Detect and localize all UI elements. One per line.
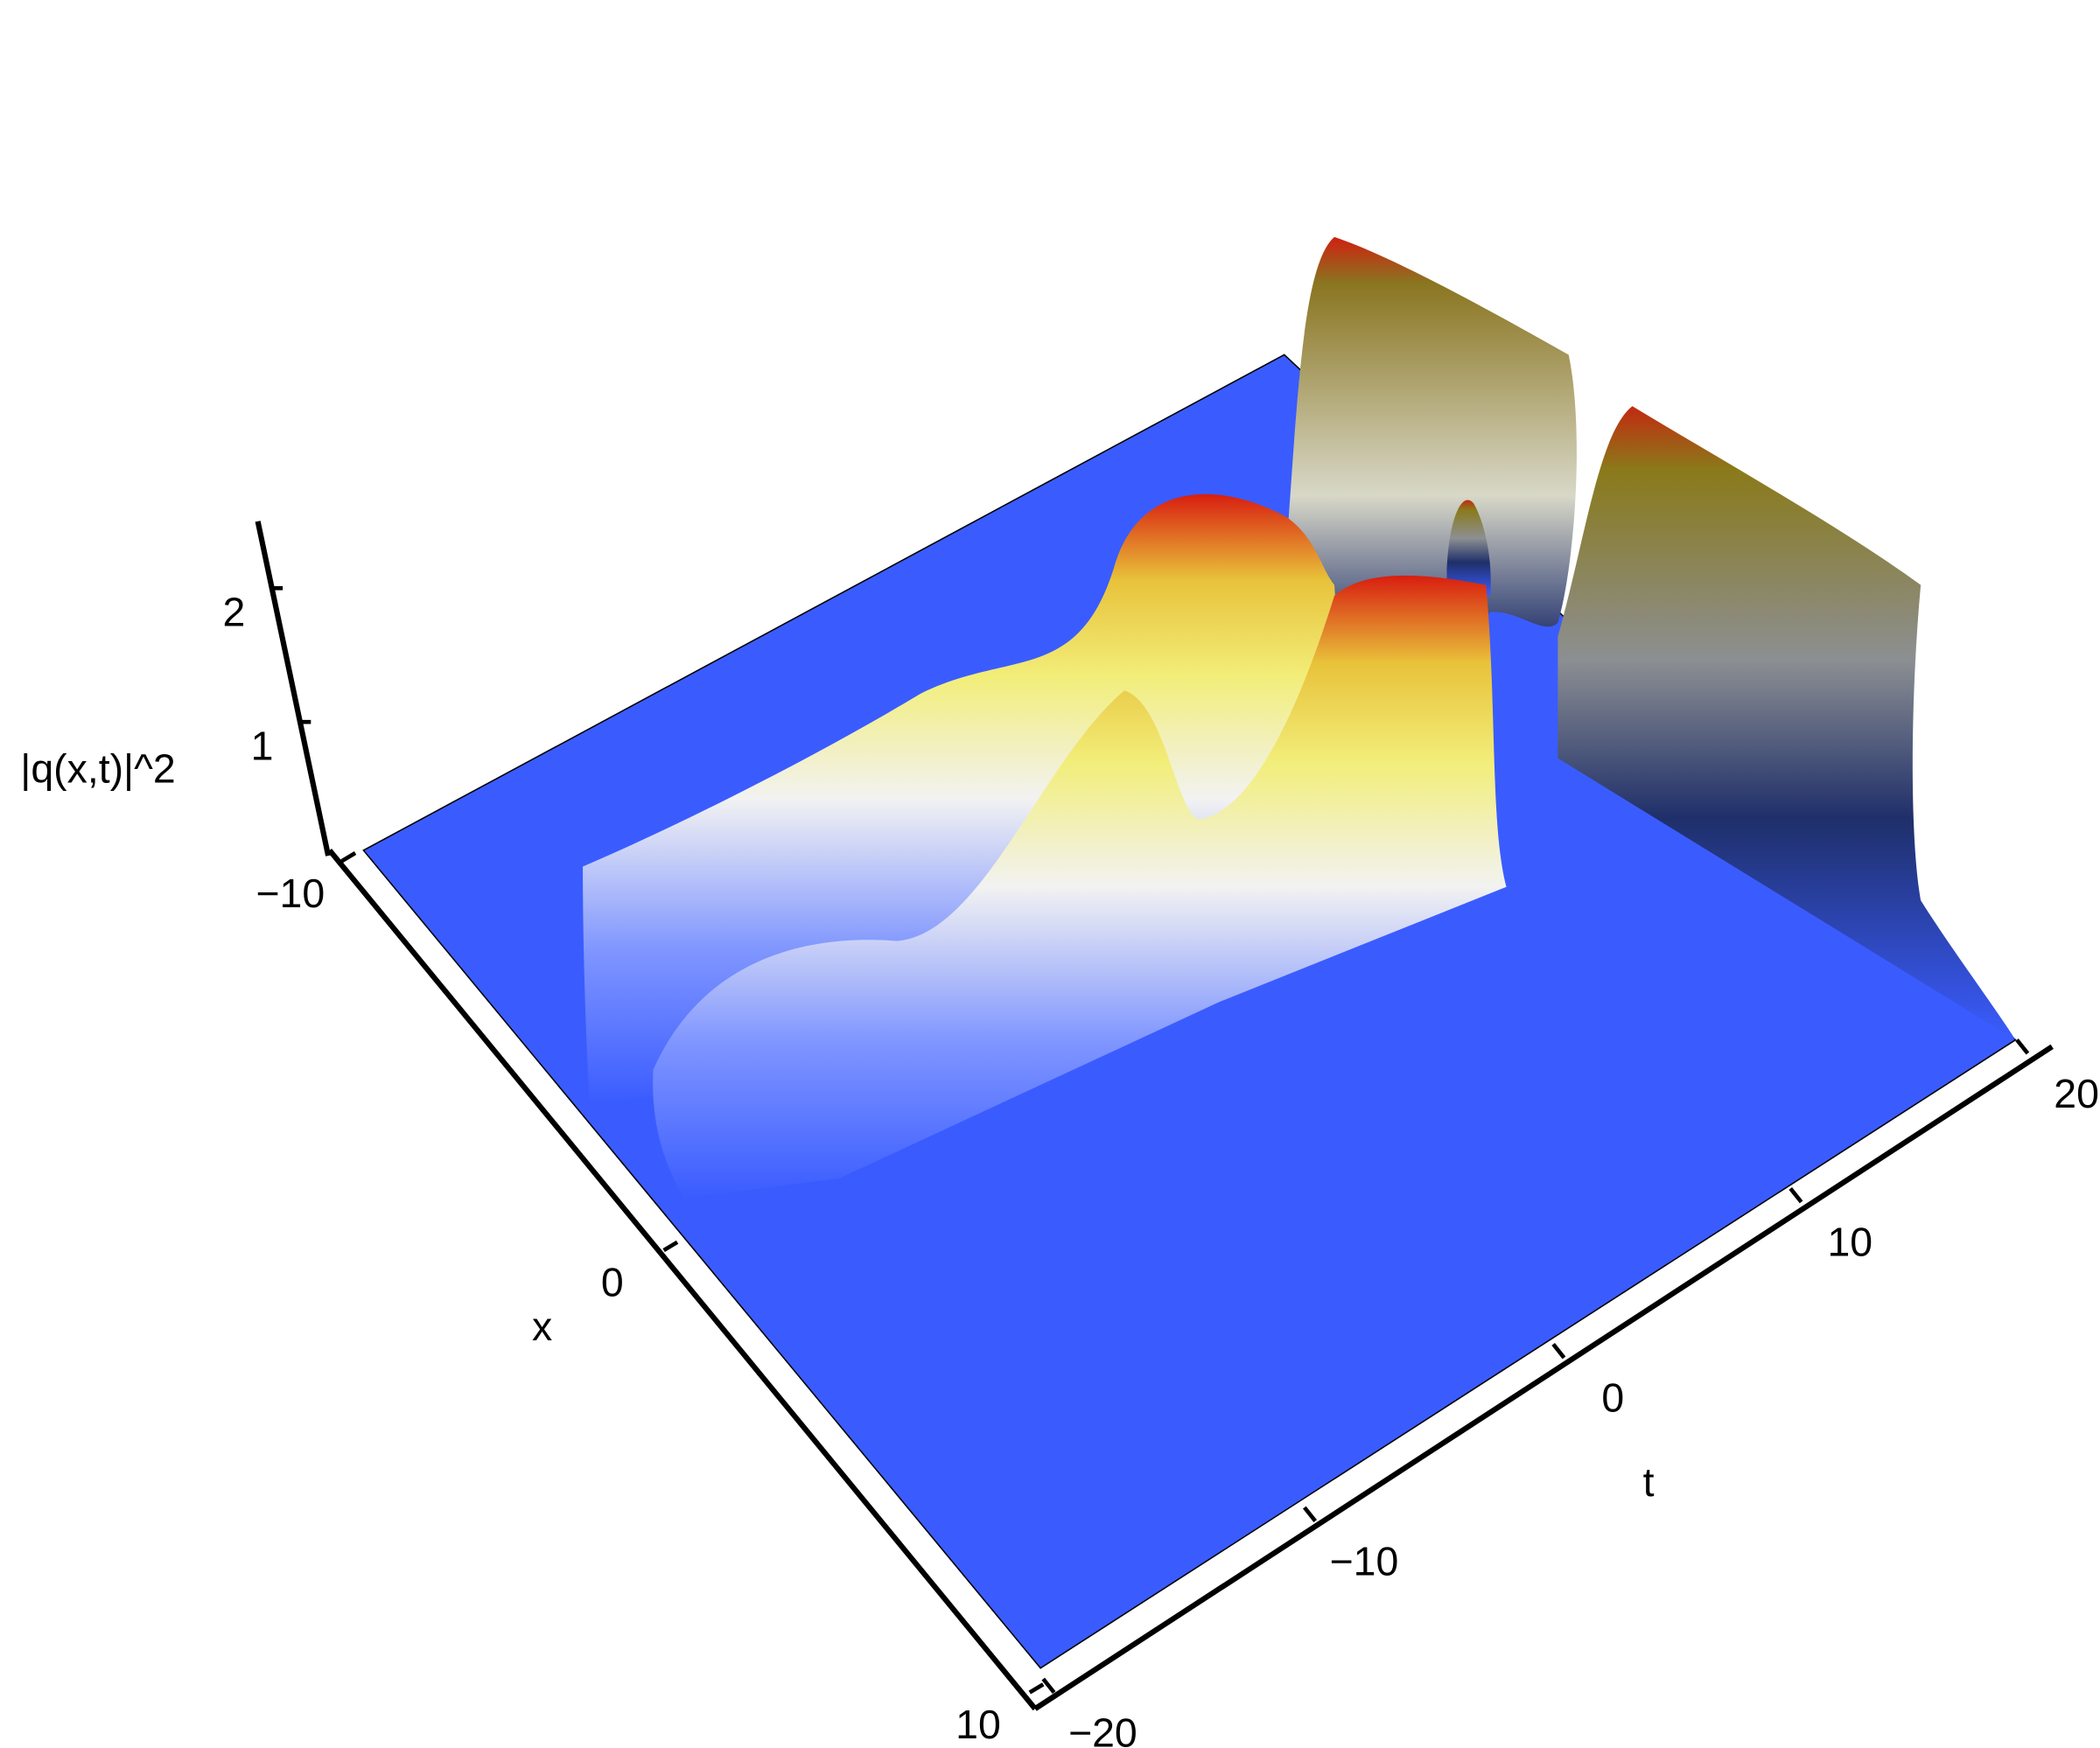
surface-ridge <box>1446 500 1491 596</box>
tick-mark <box>2015 1038 2030 1055</box>
tick-label: 1 <box>251 723 274 768</box>
axis-line <box>1033 1044 2054 1711</box>
axis-line <box>255 521 332 857</box>
tick-label: −20 <box>1068 1710 1138 1748</box>
tick-mark <box>1302 1506 1317 1523</box>
tick-mark <box>340 851 357 864</box>
tick-label: 10 <box>1828 1220 1873 1265</box>
tick-label: 10 <box>956 1702 1001 1747</box>
tick-mark <box>1028 1682 1045 1695</box>
tick-mark <box>1788 1187 1803 1204</box>
tick-label: 0 <box>601 1260 624 1305</box>
axis-title: x <box>532 1304 552 1349</box>
tick-mark <box>1041 1677 1056 1694</box>
tick-label: −10 <box>256 871 325 916</box>
surface-ridge <box>1558 406 2016 1040</box>
tick-label: −10 <box>1330 1538 1399 1584</box>
axis-line <box>327 848 1038 1711</box>
tick-label: 0 <box>1601 1375 1624 1421</box>
tick-label: 20 <box>2054 1071 2099 1116</box>
surface-ridge <box>653 575 1507 1199</box>
tick-label: 2 <box>222 590 245 635</box>
tick-mark <box>662 1240 679 1253</box>
tick-mark <box>1551 1342 1566 1360</box>
axis-title: t <box>1643 1459 1655 1505</box>
axis-title: |q(x,t)|^2 <box>20 745 175 791</box>
